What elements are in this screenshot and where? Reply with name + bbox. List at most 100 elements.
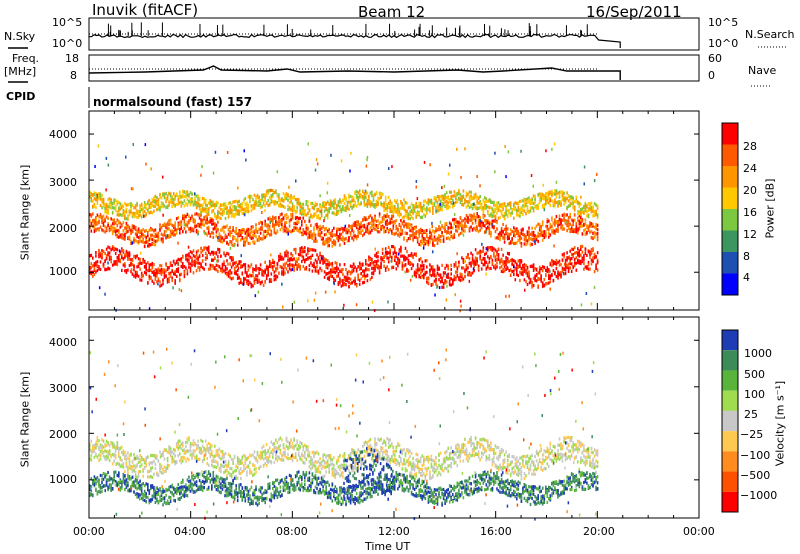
power-panel-cell xyxy=(343,275,346,279)
power-panel-cell xyxy=(366,230,369,234)
power-panel-cell xyxy=(258,221,260,225)
power-panel-cell xyxy=(307,211,309,215)
power-panel-cell xyxy=(243,207,245,212)
power-panel-cell xyxy=(142,239,144,243)
power-panel-cell xyxy=(175,217,178,221)
power-panel-cell xyxy=(107,197,109,202)
power-panel-cell xyxy=(557,227,559,231)
power-panel-cell xyxy=(455,220,457,224)
power-panel-cell xyxy=(267,191,269,195)
power-panel-cell xyxy=(206,216,208,220)
power-panel-cell xyxy=(114,260,117,264)
power-panel-cell xyxy=(233,213,236,217)
power-panel-cell xyxy=(102,229,105,233)
power-panel-cell xyxy=(108,203,111,207)
power-panel-cell xyxy=(226,209,228,213)
power-panel-cell xyxy=(207,207,210,212)
freq-panel-frame xyxy=(88,54,700,82)
power-panel-cell xyxy=(268,264,271,268)
power-panel-cell xyxy=(554,198,556,202)
power-panel-cell xyxy=(325,213,327,217)
power-panel-cell xyxy=(194,255,196,259)
power-panel-cell xyxy=(400,248,402,252)
power-panel-cell xyxy=(157,200,160,205)
power-panel-cell xyxy=(365,259,367,263)
power-panel-cell xyxy=(151,233,154,237)
power-panel-cell xyxy=(296,200,298,204)
power-panel-cell xyxy=(195,212,198,216)
power-panel-cell xyxy=(386,212,388,216)
power-panel-cell xyxy=(593,256,596,260)
power-panel-cell xyxy=(108,205,111,209)
power-panel-cell xyxy=(534,241,536,245)
power-panel-cell xyxy=(259,237,262,241)
power-panel-cell xyxy=(188,254,190,258)
power-panel-cell xyxy=(398,210,401,214)
power-panel-cell xyxy=(282,257,285,261)
power-panel-cell xyxy=(464,268,466,272)
power-panel-cell xyxy=(253,203,256,207)
power-panel-cell xyxy=(342,268,344,272)
power-panel-cell xyxy=(506,232,509,236)
power-panel-cell xyxy=(150,237,152,241)
power-panel-cell xyxy=(485,267,488,271)
power-panel-cell xyxy=(348,224,350,228)
power-panel-cell xyxy=(299,249,301,254)
power-panel-cell xyxy=(308,268,311,272)
power-panel-cell xyxy=(458,233,460,237)
power-panel-cell xyxy=(163,196,166,200)
power-panel-cell xyxy=(439,275,442,279)
power-panel-cell xyxy=(484,252,486,256)
power-panel-cell xyxy=(584,247,587,251)
power-panel-cell xyxy=(538,200,541,205)
power-panel-cell xyxy=(304,230,306,235)
power-panel-cell xyxy=(256,238,259,242)
power-panel-cell xyxy=(143,203,146,207)
power-panel-cell xyxy=(503,240,506,244)
power-panel-cell xyxy=(186,193,189,197)
power-panel-cell xyxy=(419,204,422,208)
power-panel-cell xyxy=(546,220,549,224)
power-panel-cell xyxy=(270,272,273,276)
power-panel-cell xyxy=(342,279,344,283)
power-panel-cell xyxy=(433,196,436,200)
power-panel-cell xyxy=(244,207,247,211)
power-panel-cell xyxy=(143,264,146,269)
power-panel-cell xyxy=(561,218,564,222)
power-panel-cell xyxy=(592,247,594,251)
power-panel-cell xyxy=(302,250,305,254)
power-panel-cell xyxy=(482,246,485,250)
power-panel-cell xyxy=(95,198,97,202)
power-panel-cell xyxy=(534,267,536,271)
power-panel-cell xyxy=(221,226,224,230)
power-panel-cell xyxy=(484,214,486,218)
power-panel-cell xyxy=(168,276,170,280)
power-panel-cell xyxy=(401,222,404,226)
power-panel-cell xyxy=(255,268,257,272)
power-panel-cell xyxy=(354,221,356,225)
power-panel-cell xyxy=(275,189,277,193)
power-panel-cell xyxy=(513,226,515,230)
power-panel-cell xyxy=(323,275,326,279)
power-panel-cell xyxy=(183,275,186,279)
power-panel-cell xyxy=(410,254,413,258)
power-panel-cell xyxy=(278,203,280,207)
power-panel-cell xyxy=(450,277,452,281)
power-panel-cell xyxy=(230,277,233,281)
power-panel-cell xyxy=(381,226,384,230)
power-panel-cell xyxy=(233,266,236,270)
power-panel-cell xyxy=(406,222,408,226)
power-panel-cell xyxy=(240,280,242,284)
power-panel-cell xyxy=(453,202,456,206)
power-panel-cell xyxy=(268,203,271,207)
power-panel-cell xyxy=(328,275,330,279)
power-panel-cell xyxy=(229,209,231,213)
power-panel-cell xyxy=(229,230,231,234)
power-panel-cell xyxy=(342,208,344,212)
power-panel-cell xyxy=(310,201,312,206)
power-panel-cell xyxy=(275,269,277,273)
power-panel-cell xyxy=(474,248,477,252)
power-panel-cell xyxy=(499,208,501,213)
power-panel-cell xyxy=(89,265,91,270)
power-panel-cell xyxy=(281,257,283,261)
